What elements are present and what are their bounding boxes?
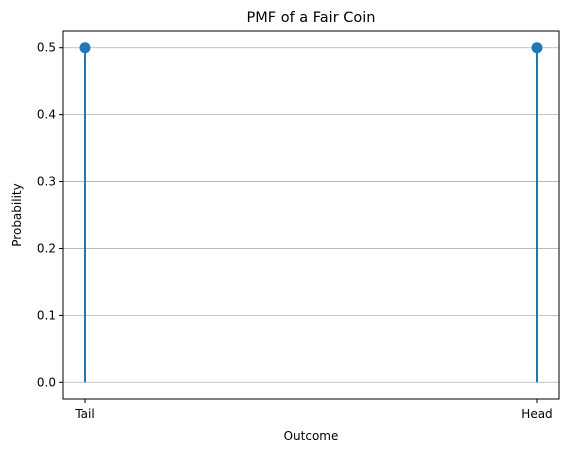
y-tick-label: 0.0	[37, 375, 56, 389]
y-tick-label: 0.1	[37, 308, 56, 322]
y-tick-label: 0.3	[37, 175, 56, 189]
grid-layer	[63, 47, 559, 383]
y-axis-label: Probability	[10, 183, 24, 246]
chart-title: PMF of a Fair Coin	[247, 10, 376, 26]
y-axis-ticks: 0.0 0.1 0.2 0.3 0.4 0.5	[37, 41, 63, 389]
x-axis-ticks: Tail Head	[74, 399, 553, 421]
stem-marker-tail	[79, 42, 91, 54]
y-tick-label: 0.2	[37, 241, 56, 255]
plot-frame	[62, 30, 560, 400]
stem-marker-head	[531, 42, 543, 54]
stem-layer	[79, 42, 543, 383]
x-tick-label-head: Head	[521, 407, 552, 421]
x-tick-label-tail: Tail	[74, 407, 94, 421]
x-axis-label: Outcome	[284, 429, 339, 443]
y-tick-label: 0.5	[37, 41, 56, 55]
y-tick-label: 0.4	[37, 108, 56, 122]
